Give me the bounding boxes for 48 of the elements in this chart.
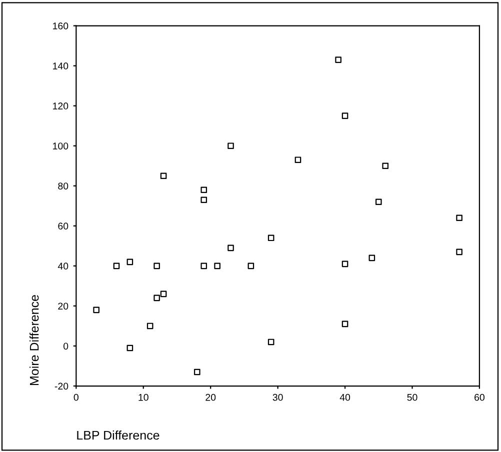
point [200, 196, 208, 204]
x-tick-label: 40 [340, 394, 350, 401]
y-tick-label: 60 [58, 222, 68, 230]
y-tick-label: 0 [63, 342, 68, 350]
point [375, 198, 382, 206]
x-tick-label: 10 [138, 394, 148, 401]
point [228, 244, 234, 252]
point [335, 56, 342, 63]
point [294, 156, 302, 164]
point [154, 294, 160, 302]
y-tick-label: 140 [53, 62, 68, 70]
point [268, 234, 274, 242]
point [113, 262, 120, 270]
point [154, 262, 160, 270]
x-tick-label: 60 [474, 394, 484, 401]
x-tick-label: 20 [206, 394, 216, 401]
point [93, 306, 100, 314]
y-tick-label: 80 [58, 182, 68, 190]
x-tick-label: 0 [74, 394, 78, 401]
point [160, 290, 167, 298]
y-tick-label: 40 [58, 262, 68, 270]
y-tick-label: -20 [54, 382, 68, 390]
point [194, 368, 200, 376]
y-tick-label: 120 [53, 102, 68, 110]
point [214, 262, 220, 270]
point [382, 162, 389, 170]
point [126, 258, 134, 266]
point [268, 338, 274, 346]
point [228, 142, 234, 149]
point [146, 322, 154, 330]
point [248, 262, 254, 270]
point [342, 320, 348, 328]
y-tick-label: 100 [53, 142, 68, 150]
y-tick-label: 20 [58, 302, 68, 310]
point [342, 260, 348, 268]
point [200, 186, 208, 194]
point [456, 214, 462, 222]
point [160, 172, 167, 180]
point [368, 254, 376, 262]
point [200, 262, 208, 270]
x-axis-title: LBP Difference [77, 430, 160, 440]
y-tick-label: 160 [53, 22, 68, 30]
point [126, 344, 134, 352]
x-tick-label: 30 [272, 394, 283, 401]
x-tick-label: 50 [407, 394, 418, 401]
point [342, 112, 348, 119]
y-axis-title: Moire Difference [30, 295, 39, 385]
point [456, 248, 462, 256]
